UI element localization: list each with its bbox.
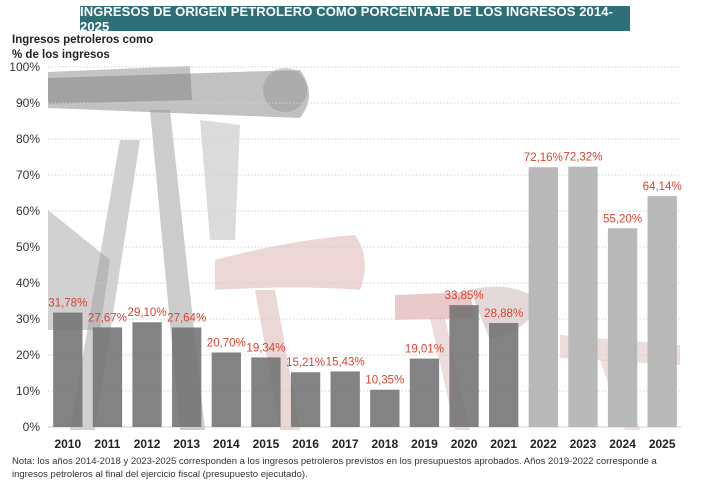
x-tick-label: 2014 [213,437,240,451]
y-ticks-group: 0% 10% 20% 30% 40% 50% 60% 70% 80% 90% 100% [9,60,40,434]
y-tick-label: 60% [16,204,40,218]
y-tick-label: 90% [16,96,40,110]
value-label: 72,16% [524,152,563,164]
bar-2018 [370,389,400,427]
x-tick-label: 2016 [292,437,319,451]
y-tick-label: 30% [16,312,40,326]
value-label: 20,70% [207,337,246,349]
y-tick-label: 70% [16,168,40,182]
bar-2017 [330,371,360,427]
y-tick-label: 0% [23,420,41,434]
x-tick-label: 2021 [490,437,517,451]
value-label: 55,20% [603,213,642,225]
y-axis-label-line1: Ingresos petroleros como [12,34,154,46]
x-tick-label: 2018 [371,437,398,451]
x-tick-label: 2019 [411,437,438,451]
x-tick-label: 2010 [54,437,81,451]
y-tick-label: 100% [9,60,40,74]
y-axis-label: Ingresos petroleros como % de los ingres… [12,33,182,63]
value-labels-group: 31,78%27,67% 29,10% 27,64% 20,70% 19,34%15,2… [48,152,681,387]
x-tick-label: 2023 [570,437,597,451]
x-tick-label: 2013 [173,437,200,451]
y-tick-label: 50% [16,240,40,254]
y-tick-label: 20% [16,348,40,362]
x-tick-label: 2017 [332,437,359,451]
value-label: 15,21% [286,357,325,369]
bar-2023 [568,166,598,427]
value-label: 19,01% [405,344,444,356]
bar-2014 [211,352,241,427]
y-tick-label: 40% [16,276,40,290]
x-tick-label: 2015 [253,437,280,451]
x-tick-label: 2024 [609,437,636,451]
chart-title: INGRESOS DE ORIGEN PETROLERO COMO PORCEN… [80,4,630,34]
bar-2012 [132,322,162,427]
x-tick-label: 2025 [649,437,676,451]
value-label: 33,85% [445,290,484,302]
value-label: 10,35% [365,375,404,387]
bar-2015 [251,357,281,427]
value-label: 29,10% [128,307,167,319]
bar-2010 [53,312,83,427]
y-tick-label: 10% [16,384,40,398]
bars-group [53,166,677,427]
bar-2025 [647,196,677,427]
bar-2021 [489,323,519,427]
x-tick-label: 2011 [94,437,120,451]
bar-2024 [607,228,638,427]
value-label: 64,14% [643,181,682,193]
value-label: 27,64% [167,312,206,324]
value-label: 31,78% [48,298,87,310]
x-tick-label: 2020 [451,437,478,451]
y-tick-label: 80% [16,132,40,146]
x-labels-group: 2010 2011 2012 2013 2014 2015 2016 2017 2018 2019… [54,437,675,451]
bar-2022 [528,167,558,427]
value-label: 28,88% [484,308,523,320]
bar-2019 [409,358,440,427]
value-label: 72,32% [563,152,602,164]
y-axis-label-line2: % de los ingresos [12,49,110,61]
x-tick-label: 2012 [134,437,161,451]
value-label: 27,67% [88,312,127,324]
bar-2016 [290,372,321,427]
x-tick-label: 2022 [530,437,557,451]
bar-2013 [172,327,202,427]
value-label: 15,43% [326,356,365,368]
bar-2011 [92,327,123,427]
footnote: Nota: los años 2014-2018 y 2023-2025 cor… [12,456,657,480]
value-label: 19,34% [246,342,285,354]
bar-2020 [449,305,479,427]
